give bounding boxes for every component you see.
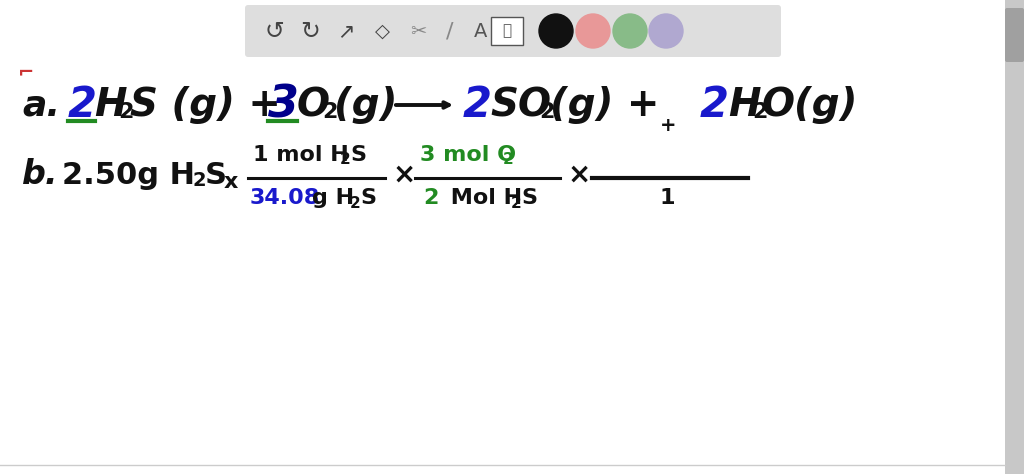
Text: S (g) +: S (g) + xyxy=(130,86,281,124)
Text: (g): (g) xyxy=(334,86,397,124)
FancyBboxPatch shape xyxy=(245,5,781,57)
Text: O: O xyxy=(297,86,330,124)
Text: 34.08: 34.08 xyxy=(250,188,321,208)
Text: H: H xyxy=(94,86,127,124)
Text: 2: 2 xyxy=(193,172,207,191)
Text: ◇: ◇ xyxy=(375,21,389,40)
Text: H: H xyxy=(728,86,761,124)
Text: 2: 2 xyxy=(322,102,337,122)
Text: /: / xyxy=(446,21,454,41)
Text: 2.50g H: 2.50g H xyxy=(62,161,195,190)
Text: Mol H: Mol H xyxy=(443,188,522,208)
Text: S: S xyxy=(360,188,376,208)
Text: x: x xyxy=(224,172,239,192)
Text: 2: 2 xyxy=(511,195,522,210)
FancyBboxPatch shape xyxy=(490,17,523,45)
Text: 2: 2 xyxy=(423,188,438,208)
Text: b.: b. xyxy=(22,158,58,191)
Text: ×: × xyxy=(568,161,591,189)
Text: +: + xyxy=(660,116,677,135)
Text: 2: 2 xyxy=(118,102,133,122)
Text: 3 mol O: 3 mol O xyxy=(420,145,516,165)
Text: ⌐: ⌐ xyxy=(18,63,35,82)
Text: 🏔: 🏔 xyxy=(503,24,512,38)
Text: 2: 2 xyxy=(350,195,360,210)
Circle shape xyxy=(575,14,610,48)
Text: ×: × xyxy=(393,161,416,189)
Text: 2: 2 xyxy=(463,84,492,126)
Text: S: S xyxy=(205,161,227,190)
FancyBboxPatch shape xyxy=(1005,8,1024,62)
Text: O(g): O(g) xyxy=(762,86,858,124)
Text: 2: 2 xyxy=(68,84,97,126)
Circle shape xyxy=(649,14,683,48)
Text: S: S xyxy=(521,188,537,208)
Text: ↻: ↻ xyxy=(300,19,319,43)
Text: ✂: ✂ xyxy=(410,21,426,40)
Bar xyxy=(1005,0,1024,474)
Text: 1 mol H: 1 mol H xyxy=(253,145,349,165)
Text: 2: 2 xyxy=(700,84,729,126)
Text: 1: 1 xyxy=(660,188,676,208)
Text: (g) +: (g) + xyxy=(550,86,659,124)
Text: SO: SO xyxy=(490,86,551,124)
Text: ↺: ↺ xyxy=(264,19,284,43)
Text: 2: 2 xyxy=(340,153,351,167)
Circle shape xyxy=(613,14,647,48)
Text: A: A xyxy=(474,21,487,40)
Text: 2: 2 xyxy=(503,153,514,167)
Text: 2: 2 xyxy=(752,102,767,122)
Text: ↗: ↗ xyxy=(337,21,354,41)
Text: 2: 2 xyxy=(539,102,554,122)
Text: S: S xyxy=(350,145,366,165)
Circle shape xyxy=(539,14,573,48)
Text: g H: g H xyxy=(312,188,354,208)
Text: a.: a. xyxy=(22,88,60,122)
Text: 3: 3 xyxy=(268,83,299,127)
